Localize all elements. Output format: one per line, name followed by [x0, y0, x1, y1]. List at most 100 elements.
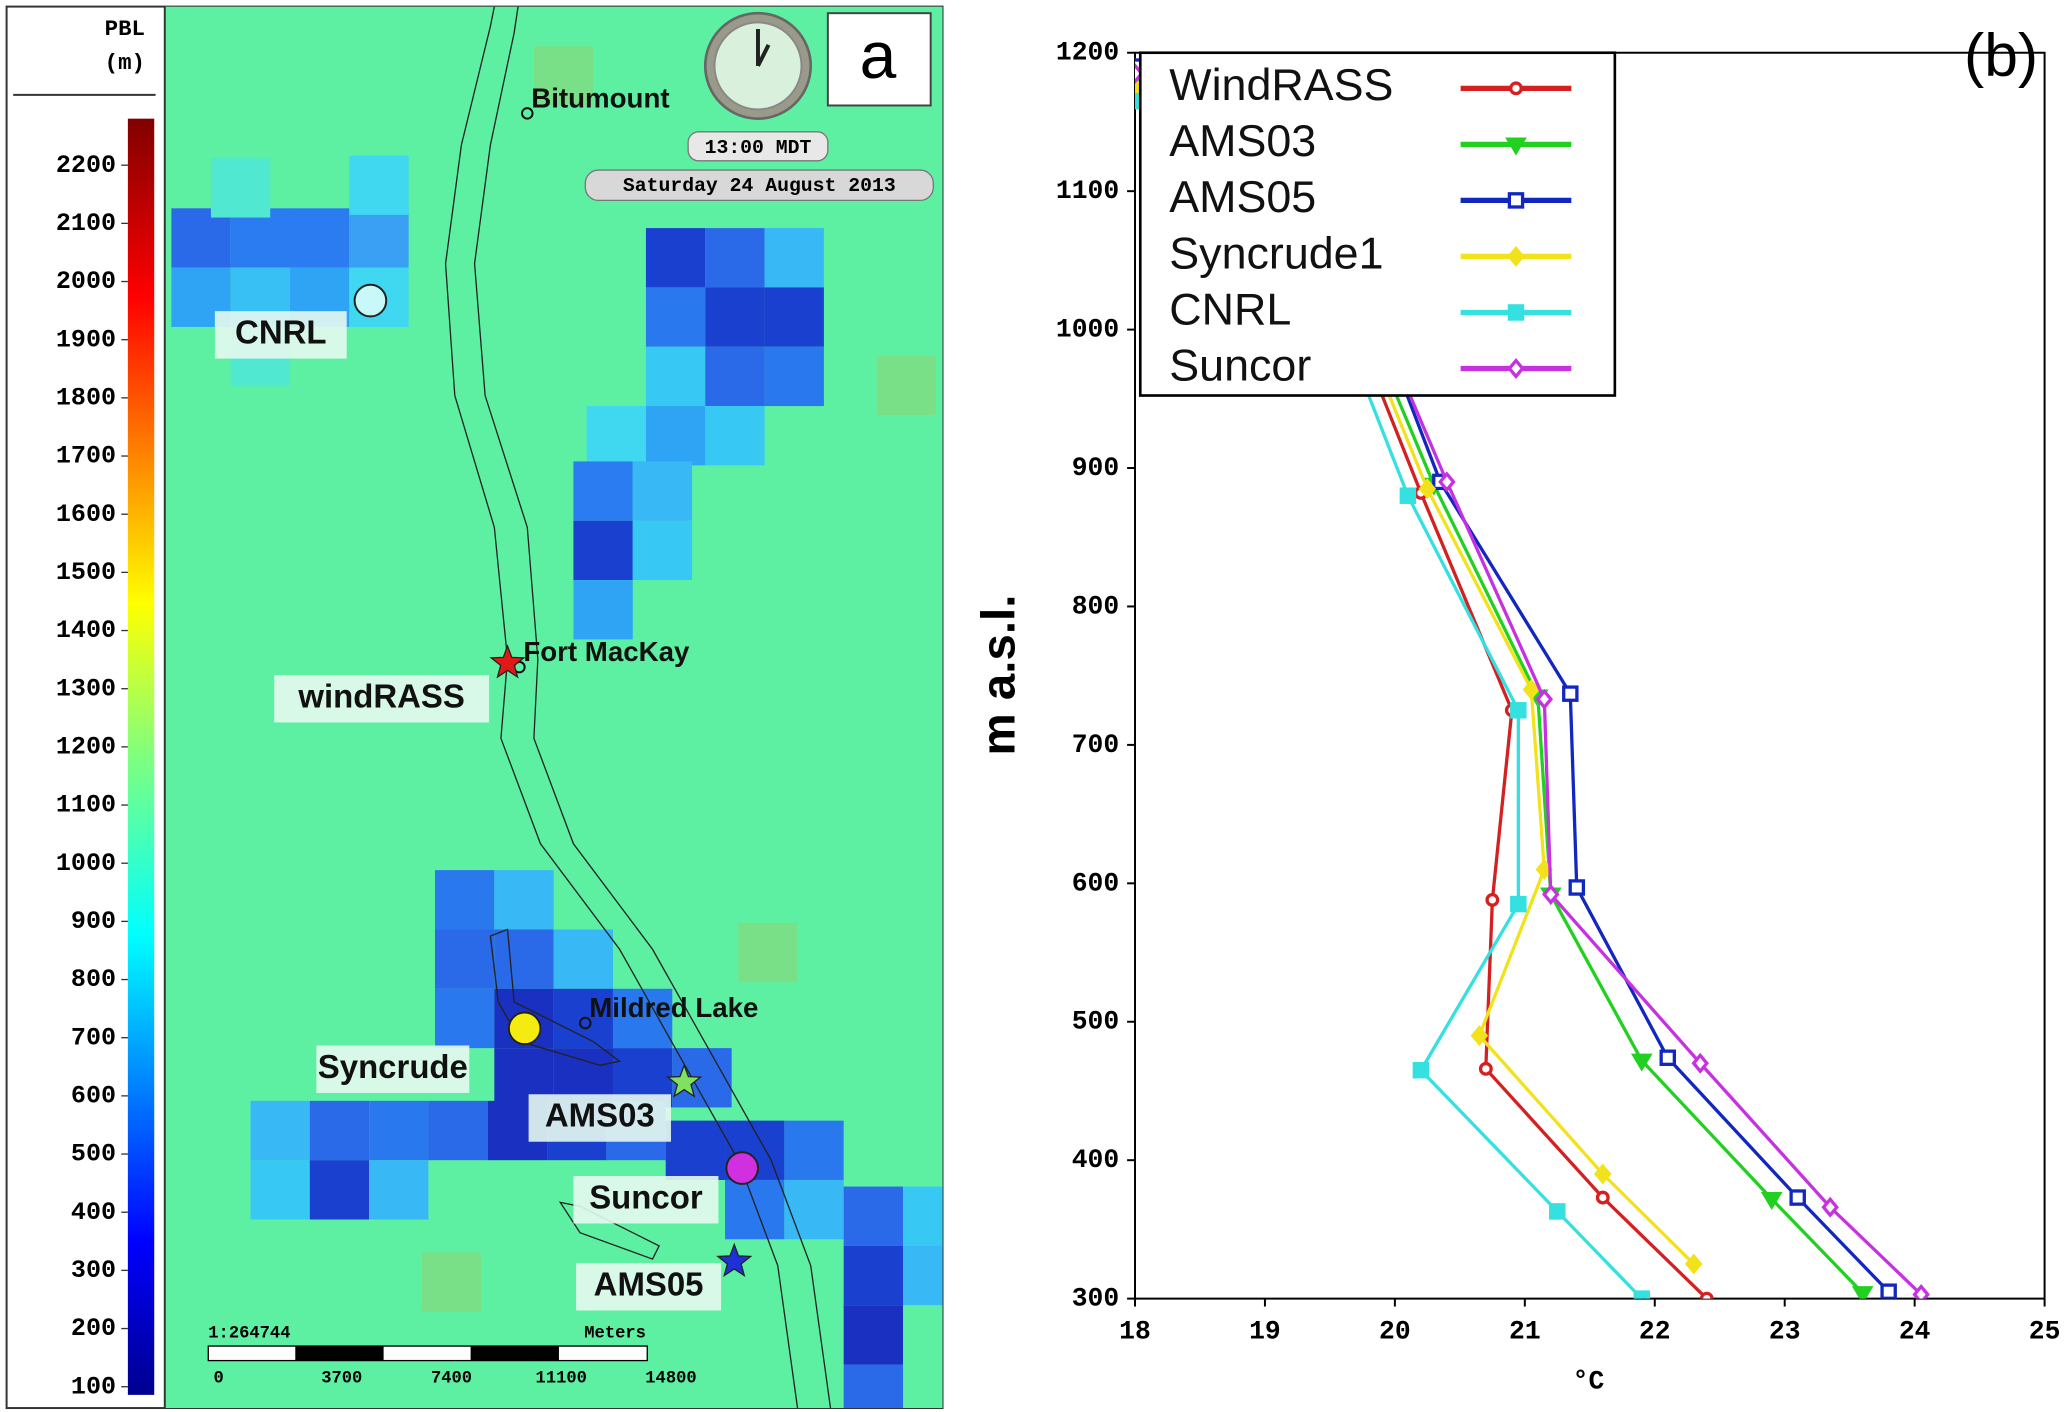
- marker: [1522, 679, 1541, 701]
- map-cell: [705, 406, 765, 466]
- colorbar-tick-label: 1800: [56, 383, 116, 412]
- site-marker: [666, 1063, 703, 1098]
- marker: [1510, 895, 1527, 913]
- colorbar-tick-label: 200: [71, 1314, 116, 1343]
- map-cell: [494, 929, 554, 989]
- map-cell: [705, 346, 765, 407]
- map-cell: [573, 580, 633, 640]
- map-cell: [586, 406, 646, 466]
- panel-label: a: [860, 18, 897, 92]
- colorbar-tick-label: 400: [71, 1198, 116, 1227]
- marker: [1562, 685, 1579, 702]
- map-cell: [171, 208, 231, 268]
- marker: [1549, 1203, 1566, 1220]
- map-cell: [843, 1245, 903, 1306]
- river-bank: [473, 6, 832, 1409]
- map-cell: [705, 287, 765, 347]
- colorbar-tick-label: 700: [71, 1023, 116, 1052]
- legend-marker: [1507, 358, 1525, 379]
- map-cell: [553, 929, 613, 989]
- scale-bar: [207, 1345, 648, 1362]
- map-cell: [645, 346, 706, 407]
- map-cell: [764, 346, 824, 407]
- x-tick-label: 23: [1769, 1317, 1801, 1347]
- town-label: Fort MacKay: [523, 636, 690, 667]
- map-cell: [210, 158, 271, 218]
- marker: [1470, 1025, 1489, 1047]
- legend-marker: [1509, 81, 1523, 96]
- site-label-box: [573, 1176, 719, 1224]
- marker: [1595, 1190, 1610, 1205]
- x-tick-label: 18: [1119, 1317, 1151, 1347]
- marker: [1760, 1192, 1783, 1211]
- map-cell: [725, 1179, 785, 1240]
- map-cell: [843, 1305, 903, 1365]
- site-marker: [489, 644, 526, 679]
- map-cell: [369, 1160, 429, 1220]
- scale-ratio: 1:264744: [208, 1324, 290, 1343]
- map-cell: [435, 870, 495, 930]
- scale-tick-label: 0: [214, 1369, 224, 1388]
- marker: [1510, 702, 1527, 719]
- legend-label: AMS03: [1169, 116, 1316, 166]
- map-cell: [573, 461, 633, 521]
- map-cell: [876, 355, 936, 416]
- map-cell: [349, 155, 409, 215]
- map-cell: [843, 1364, 903, 1409]
- colorbar: [127, 118, 155, 1395]
- legend-label: AMS05: [1169, 172, 1316, 222]
- colorbar-tick-label: 1300: [56, 674, 116, 703]
- y-tick-label: 1000: [1056, 315, 1119, 345]
- marker: [1912, 1283, 1930, 1299]
- river-bank: [444, 6, 799, 1409]
- legend-label: Suncor: [1169, 340, 1311, 390]
- colorbar-tick-label: 1200: [56, 732, 116, 761]
- map-cell: [533, 46, 594, 106]
- x-tick-label: 21: [1509, 1317, 1541, 1347]
- marker: [1399, 487, 1417, 504]
- scale-tick-label: 11100: [536, 1369, 587, 1388]
- map-cell: [843, 1186, 903, 1246]
- legend-box: [1138, 51, 1617, 397]
- colorbar-tick-label: 2200: [56, 151, 116, 180]
- legend-label: CNRL: [1169, 284, 1291, 334]
- marker: [1594, 1163, 1612, 1185]
- site-label: Suncor: [589, 1178, 703, 1215]
- x-axis-title: °C: [1573, 1367, 1605, 1397]
- x-tick-label: 25: [2029, 1317, 2061, 1347]
- clock: [703, 11, 813, 120]
- site-label: AMS05: [594, 1265, 704, 1302]
- site-marker: [353, 283, 388, 318]
- y-tick-label: 1100: [1056, 176, 1119, 206]
- y-tick-label: 800: [1072, 591, 1119, 621]
- colorbar-tick-label: 1000: [56, 849, 116, 878]
- colorbar-tick-label: 1100: [56, 791, 116, 820]
- marker: [1691, 1052, 1709, 1074]
- colorbar-tick-label: 900: [71, 907, 116, 936]
- y-tick-label: 300: [1072, 1284, 1119, 1314]
- colorbar-tick-label: 300: [71, 1256, 116, 1285]
- legend-label: Syncrude1: [1169, 228, 1383, 278]
- map-cell: [369, 1100, 429, 1161]
- lake-outline: [489, 928, 622, 1066]
- site-label: Syncrude: [318, 1048, 468, 1085]
- colorbar-tick-label: 600: [71, 1081, 116, 1110]
- map-cell: [230, 208, 291, 268]
- marker: [1535, 688, 1554, 710]
- marker: [1412, 1061, 1430, 1079]
- map-cell: [902, 1186, 943, 1246]
- map-cell: [494, 870, 554, 930]
- marker: [1851, 1286, 1874, 1299]
- map-cell: [665, 1120, 726, 1180]
- colorbar-tick-label: 2000: [56, 267, 116, 296]
- colorbar-tick-label: 500: [71, 1140, 116, 1169]
- site-marker: [725, 1151, 759, 1185]
- legend-marker: [1507, 192, 1525, 209]
- y-axis-title: m a.s.l.: [972, 595, 1025, 756]
- colorbar-tick-label: 100: [71, 1372, 116, 1401]
- x-tick-label: 19: [1249, 1317, 1281, 1347]
- site-label: AMS03: [545, 1097, 655, 1134]
- y-tick-label: 400: [1072, 1145, 1119, 1175]
- legend-marker: [1507, 304, 1525, 321]
- colorbar-tick-label: 1400: [56, 616, 116, 645]
